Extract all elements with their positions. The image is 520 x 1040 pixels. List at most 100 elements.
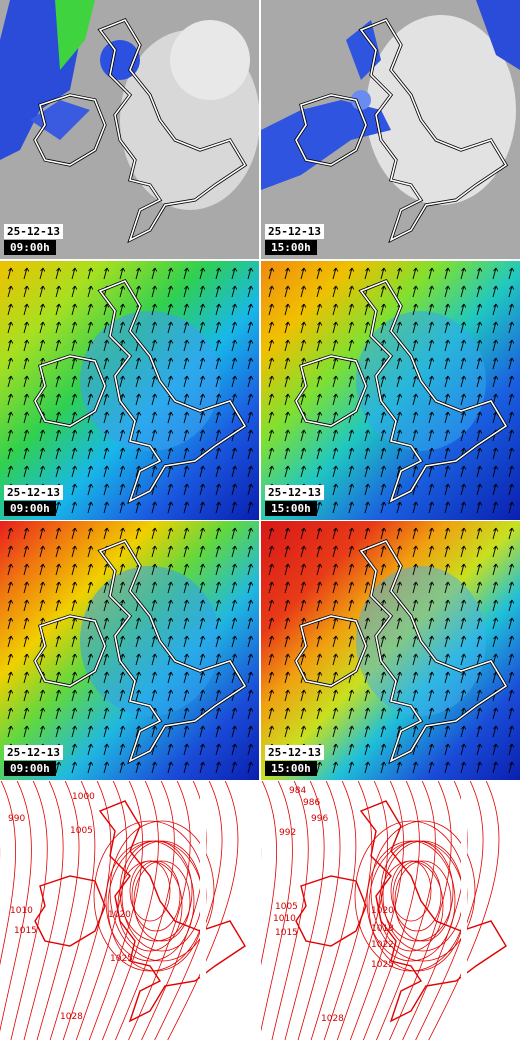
wind-arrow (119, 725, 126, 738)
wind-arrow (476, 527, 483, 540)
wind-arrow (300, 429, 307, 442)
wind-arrow (508, 563, 515, 576)
wind-arrow (119, 563, 126, 576)
isobar-line (36, 781, 80, 1040)
wind-arrow (7, 563, 14, 576)
wind-arrow (199, 429, 206, 442)
wind-arrow (492, 545, 499, 558)
wind-arrow (428, 743, 435, 756)
wind-arrow (71, 707, 78, 720)
wind-arrow (55, 393, 62, 406)
wind-arrow (396, 725, 403, 738)
wind-arrow (268, 635, 275, 648)
wind-arrow (492, 599, 499, 612)
date-label: 25-12-13 (265, 485, 324, 500)
wind-arrow (284, 725, 291, 738)
wind-arrow (476, 671, 483, 684)
wind-arrow (332, 393, 339, 406)
wind-arrow (199, 339, 206, 352)
wind-arrow (7, 447, 14, 460)
wind-arrow (87, 267, 94, 280)
wind-arrow (284, 285, 291, 298)
wind-arrow (151, 465, 158, 478)
wind-arrow (247, 545, 254, 558)
wind-arrow (247, 653, 254, 666)
wind-arrow (231, 501, 238, 514)
wind-arrow (87, 599, 94, 612)
wind-arrow (428, 689, 435, 702)
wind-arrow (103, 357, 110, 370)
wind-arrow (316, 707, 323, 720)
wind-arrow (247, 617, 254, 630)
wind-arrow (167, 411, 174, 424)
isobar-label: 992 (279, 828, 296, 838)
wind-arrow (508, 617, 515, 630)
wind-arrow (215, 689, 222, 702)
wind-arrow (428, 545, 435, 558)
wind-arrow (55, 671, 62, 684)
wind-arrow (151, 411, 158, 424)
wind-arrow (316, 689, 323, 702)
wind-arrow (428, 707, 435, 720)
isobar-ring (366, 840, 456, 962)
wind-arrow (460, 635, 467, 648)
wind-arrow (460, 501, 467, 514)
wind-arrow (55, 761, 62, 774)
wind-arrow (23, 429, 30, 442)
wind-arrow (135, 527, 142, 540)
wind-arrow (460, 339, 467, 352)
wind-arrow (55, 321, 62, 334)
wind-arrow (183, 429, 190, 442)
wind-arrow (183, 465, 190, 478)
wind-arrow (167, 545, 174, 558)
date-label: 25-12-13 (4, 745, 63, 760)
wind-arrow (39, 707, 46, 720)
wind-arrow (183, 617, 190, 630)
wind-arrow (135, 689, 142, 702)
wind-arrow (87, 375, 94, 388)
wind-arrow (412, 501, 419, 514)
wind-arrow (199, 599, 206, 612)
wind-arrow (71, 599, 78, 612)
wind-arrow (412, 339, 419, 352)
wind-arrow (316, 635, 323, 648)
wind-arrow (476, 635, 483, 648)
wind-arrow (268, 411, 275, 424)
wind-arrow (247, 671, 254, 684)
wind-arrow (183, 743, 190, 756)
wind-arrow (412, 671, 419, 684)
isobar-label: 1005 (70, 826, 93, 836)
wind-arrow (39, 465, 46, 478)
cloud-map-graphic (261, 0, 520, 259)
wind-arrow (348, 707, 355, 720)
wind-arrow (460, 563, 467, 576)
wind-arrow (284, 635, 291, 648)
wind-arrow (103, 429, 110, 442)
wind-arrow (247, 357, 254, 370)
wind-arrow (39, 321, 46, 334)
wind-arrow (300, 581, 307, 594)
wind-arrow (119, 501, 126, 514)
wind-arrow (231, 599, 238, 612)
wind-arrow (396, 689, 403, 702)
wind-arrow (23, 635, 30, 648)
wind-arrow (23, 447, 30, 460)
date-label: 25-12-13 (4, 224, 63, 239)
wind-arrow (332, 527, 339, 540)
wind-arrow (508, 725, 515, 738)
wind-arrow (396, 653, 403, 666)
wind-arrow (151, 429, 158, 442)
time-label: 15:00h (265, 501, 317, 516)
wind-arrow (508, 635, 515, 648)
wind-arrow (396, 707, 403, 720)
wind-arrow (183, 545, 190, 558)
wind-arrow (23, 653, 30, 666)
wind-arrow (199, 617, 206, 630)
wind-arrow (508, 321, 515, 334)
wind-arrow (183, 267, 190, 280)
wind-arrow (119, 465, 126, 478)
wind-arrow (332, 447, 339, 460)
wind-arrow (167, 321, 174, 334)
wind-arrow (444, 617, 451, 630)
